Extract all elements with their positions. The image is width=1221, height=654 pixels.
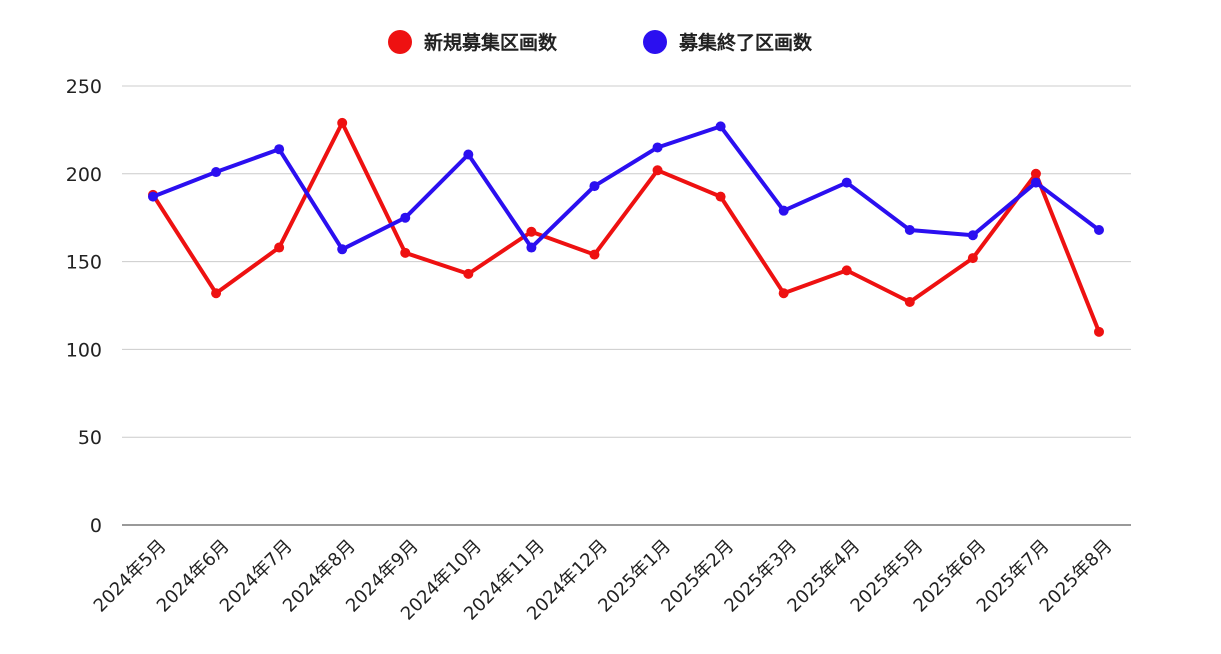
data-point xyxy=(1030,177,1041,188)
data-point xyxy=(715,121,726,132)
data-point xyxy=(337,244,348,255)
data-point xyxy=(400,247,411,258)
y-tick-label: 200 xyxy=(66,164,102,186)
data-point xyxy=(1094,224,1104,235)
y-tick-label: 0 xyxy=(90,515,102,537)
legend-swatch xyxy=(388,30,412,54)
legend-label: 募集終了区画数 xyxy=(678,31,813,54)
data-point xyxy=(463,268,474,279)
data-point xyxy=(715,191,726,202)
data-point xyxy=(778,288,789,299)
series-line xyxy=(151,120,1101,334)
series-line xyxy=(151,124,1101,252)
data-point xyxy=(526,242,537,253)
data-point xyxy=(841,177,852,188)
data-point xyxy=(904,296,915,307)
y-tick-label: 150 xyxy=(66,252,102,274)
data-point xyxy=(589,249,600,260)
legend-swatch xyxy=(643,30,667,54)
y-axis: 0 50 100 150 200 250 xyxy=(66,76,102,537)
data-point xyxy=(337,117,348,128)
data-point xyxy=(652,165,663,176)
series-layer xyxy=(148,117,1104,337)
data-point xyxy=(526,226,537,237)
data-point xyxy=(1030,168,1041,179)
data-point xyxy=(274,144,285,155)
data-point xyxy=(148,191,158,202)
grid-lines xyxy=(122,85,1131,526)
data-point xyxy=(211,288,222,299)
series-2 xyxy=(148,121,1104,255)
legend-label: 新規募集区画数 xyxy=(424,31,558,54)
legend-item: 募集終了区画数 xyxy=(643,30,813,54)
y-tick-label: 50 xyxy=(78,427,102,449)
y-tick-label: 250 xyxy=(66,76,102,98)
data-point xyxy=(841,265,852,276)
series-1 xyxy=(148,117,1104,337)
data-point xyxy=(778,205,789,216)
legend: 新規募集区画数 募集終了区画数 xyxy=(388,30,813,54)
data-point xyxy=(652,142,663,153)
data-point xyxy=(211,167,222,178)
data-point xyxy=(904,224,915,235)
data-point xyxy=(1094,326,1104,337)
x-axis: 2024年5月2024年6月2024年7月2024年8月2024年9月2024年… xyxy=(90,536,1117,625)
data-point xyxy=(400,212,411,223)
legend-item: 新規募集区画数 xyxy=(388,30,558,54)
data-point xyxy=(967,253,978,264)
data-point xyxy=(274,242,285,253)
y-tick-label: 100 xyxy=(66,339,102,361)
data-point xyxy=(967,230,978,241)
data-point xyxy=(589,181,600,192)
data-point xyxy=(463,149,474,160)
